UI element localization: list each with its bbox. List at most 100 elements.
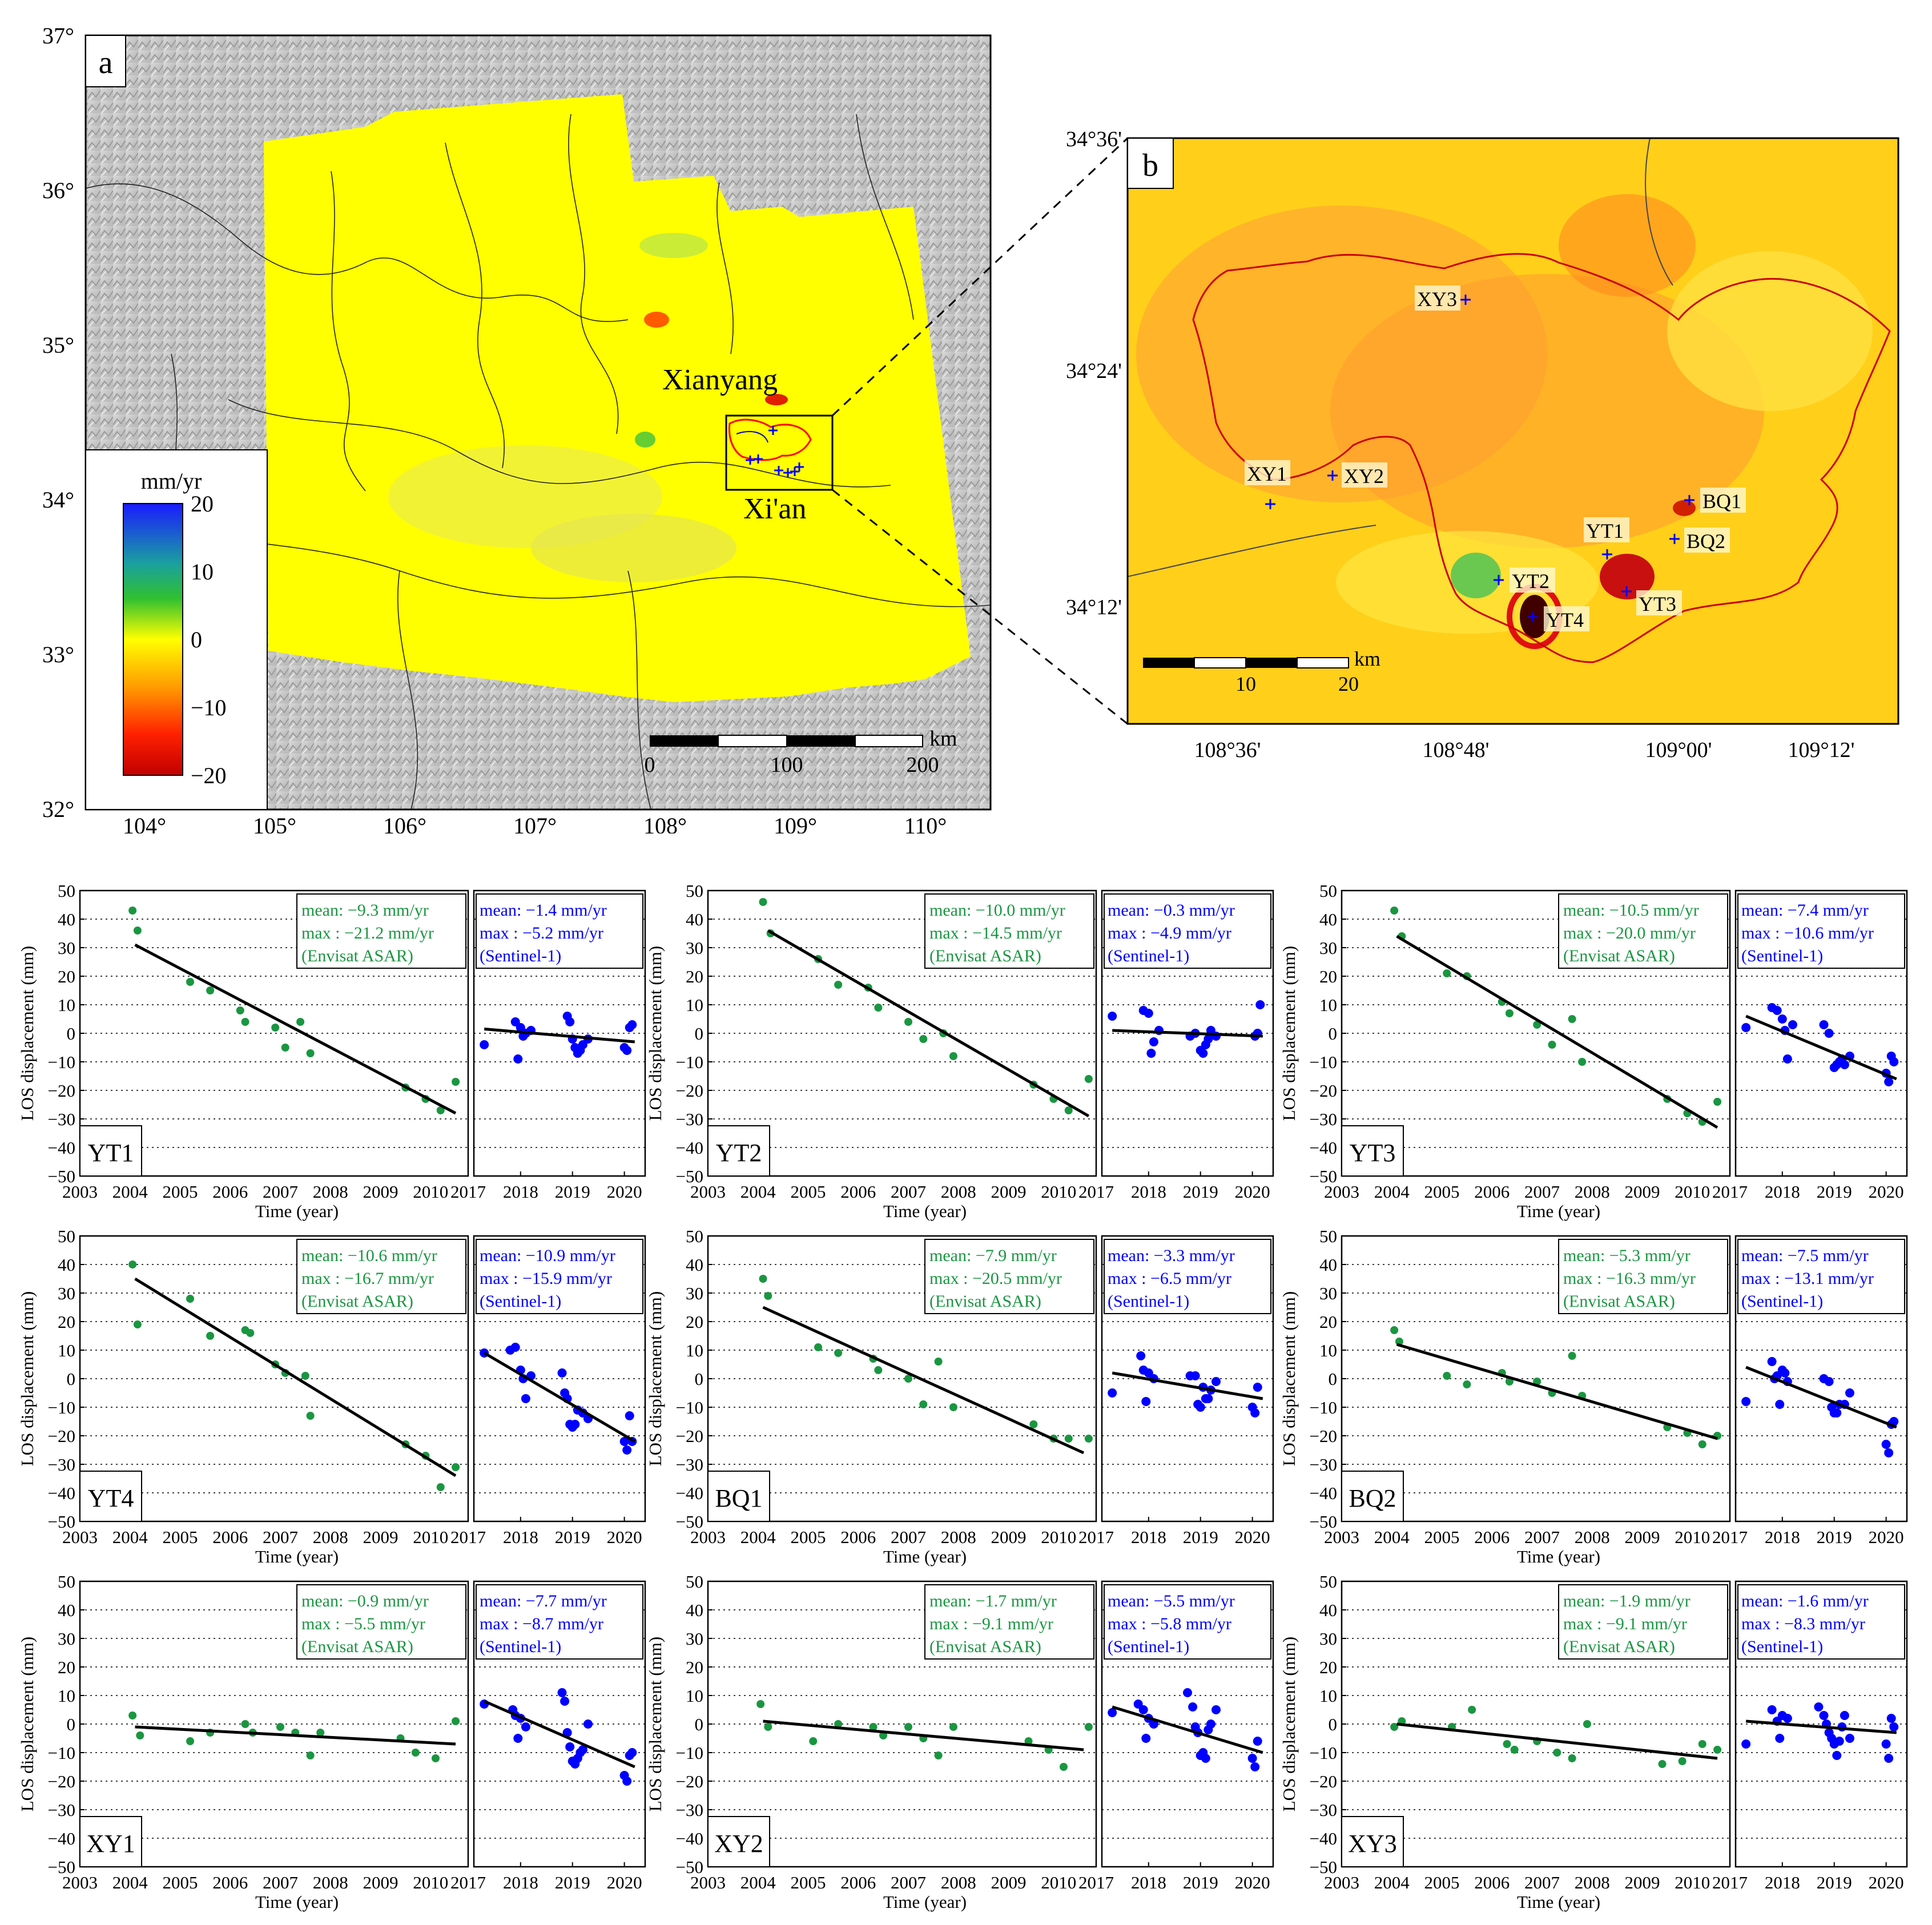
y-tick-label: −10 xyxy=(1310,1052,1337,1072)
envisat-trend-line xyxy=(1396,1343,1718,1440)
sentinel-data-point xyxy=(1834,1737,1844,1746)
x-tick-label: 2019 xyxy=(555,1872,590,1892)
point-id-label: BQ2 xyxy=(1349,1484,1396,1512)
study-area-box xyxy=(725,414,834,491)
x-tick-label: 2004 xyxy=(1374,1527,1410,1547)
envisat-max: max : −16.3 mm/yr xyxy=(1563,1269,1696,1288)
y-tick-label: −10 xyxy=(676,1743,703,1763)
x-tick-label: 2018 xyxy=(1765,1872,1800,1892)
x-tick-label: 2007 xyxy=(263,1527,298,1547)
y-tick-label: −20 xyxy=(676,1081,703,1101)
y-tick-label: −50 xyxy=(1310,1512,1337,1532)
uplift-spot xyxy=(1451,553,1501,598)
y-tick-label: 0 xyxy=(67,1714,76,1734)
envisat-data-point xyxy=(206,1332,215,1340)
x-tick-label: 2018 xyxy=(1131,1182,1166,1202)
sentinel-data-point xyxy=(1832,1408,1842,1417)
envisat-sensor: (Envisat ASAR) xyxy=(1563,1637,1675,1656)
subsidence-spot xyxy=(644,312,669,328)
zoom-connector xyxy=(831,137,1129,725)
xian-outline xyxy=(728,418,812,461)
envisat-data-point xyxy=(904,1723,912,1731)
x-tick-label: 2007 xyxy=(263,1872,298,1892)
envisat-data-point xyxy=(1713,1746,1722,1754)
y-axis-label: LOS displacement (mm) xyxy=(645,1637,665,1812)
texture-region xyxy=(531,514,736,582)
envisat-data-point xyxy=(834,981,843,989)
envisat-sensor: (Envisat ASAR) xyxy=(301,947,413,965)
envisat-data-point xyxy=(1468,1706,1476,1714)
x-tick-label: 2020 xyxy=(1869,1527,1904,1547)
sentinel-data-point xyxy=(557,1688,567,1697)
y-tick-label: −20 xyxy=(48,1081,75,1101)
y-axis-label: LOS displacement (mm) xyxy=(645,1291,665,1467)
x-tick-label: 2018 xyxy=(503,1527,538,1547)
sentinel-axes-frame xyxy=(473,1580,646,1868)
sentinel-data-point xyxy=(1767,1705,1777,1714)
overview-map-panel: Xianyang Xi'an a 37° 36° 35° 34° 33° 32°… xyxy=(42,23,992,833)
y-axis-label: LOS displacement (mm) xyxy=(1279,946,1299,1121)
colorbar-tick: 20 xyxy=(191,491,214,517)
sentinel-data-point xyxy=(1149,1719,1158,1729)
lat-tick: 33° xyxy=(42,642,74,667)
y-tick-label: −10 xyxy=(676,1398,703,1417)
sentinel-data-point xyxy=(1824,1377,1834,1386)
envisat-stats-box xyxy=(296,1239,466,1314)
envisat-mean: mean: −5.3 mm/yr xyxy=(1563,1246,1690,1265)
y-tick-label: 10 xyxy=(58,1686,75,1706)
sentinel-data-point xyxy=(1884,1448,1894,1457)
x-tick-label: 2010 xyxy=(413,1182,448,1202)
sentinel-data-point xyxy=(1211,1705,1221,1714)
colorbar-tick: −20 xyxy=(191,763,227,788)
lon-axis: 104° 105° 106° 107° 108° 109° 110° xyxy=(123,813,947,833)
sentinel-data-point xyxy=(625,1411,634,1420)
x-tick-label: 2010 xyxy=(1675,1182,1710,1202)
county-boundary xyxy=(1127,138,1673,577)
scalebar-label: 100 xyxy=(771,753,803,777)
y-tick-label: −50 xyxy=(676,1166,703,1186)
x-tick-label: 2003 xyxy=(1324,1182,1359,1202)
sentinel-max: max : −4.9 mm/yr xyxy=(1108,924,1231,943)
x-tick-label: 2020 xyxy=(1235,1182,1270,1202)
point-label: BQ1 xyxy=(1702,490,1741,513)
envisat-data-point xyxy=(128,1260,137,1268)
x-tick-label: 2019 xyxy=(1183,1872,1218,1892)
sentinel-data-point xyxy=(570,1420,580,1429)
envisat-data-point xyxy=(764,1723,772,1731)
y-tick-label: 10 xyxy=(1319,1686,1337,1706)
envisat-stats-box xyxy=(924,1584,1094,1660)
y-tick-label: 50 xyxy=(1319,1572,1337,1592)
envisat-data-point xyxy=(934,1751,943,1759)
sentinel-trend-line xyxy=(1112,1029,1263,1038)
y-tick-label: −50 xyxy=(48,1166,75,1186)
y-tick-label: −50 xyxy=(48,1857,75,1877)
y-tick-label: 40 xyxy=(58,909,75,929)
y-tick-label: 20 xyxy=(1319,1312,1337,1332)
sentinel-trend-line xyxy=(1745,1014,1897,1081)
x-tick-label: 2017 xyxy=(1078,1527,1114,1547)
sentinel-sensor: (Sentinel-1) xyxy=(480,947,561,965)
point-id-box xyxy=(707,1816,770,1867)
envisat-trend-line xyxy=(763,1719,1084,1751)
subsidence-spot xyxy=(1600,554,1655,599)
x-tick-label: 2007 xyxy=(1524,1182,1560,1202)
y-tick-label: 50 xyxy=(1319,1226,1337,1246)
x-tick-label: 2020 xyxy=(1235,1872,1270,1892)
x-tick-label: 2007 xyxy=(1524,1527,1560,1547)
envisat-stats-box xyxy=(1558,893,1728,969)
scalebar-a: 0 100 200 km xyxy=(645,727,957,777)
envisat-data-point xyxy=(1583,1720,1591,1728)
y-tick-label: −40 xyxy=(48,1829,75,1849)
sentinel-data-point xyxy=(1190,1371,1200,1380)
sentinel-data-point xyxy=(1138,1705,1148,1714)
y-tick-label: 20 xyxy=(686,1312,703,1332)
envisat-data-point xyxy=(276,1723,284,1731)
envisat-data-point xyxy=(1084,1075,1093,1083)
point-id-box xyxy=(1341,1125,1404,1177)
envisat-data-point xyxy=(316,1729,325,1737)
colorbar-tick: 10 xyxy=(191,559,214,585)
sentinel-max: max : −6.5 mm/yr xyxy=(1108,1269,1231,1288)
sentinel-data-point xyxy=(1108,1708,1117,1717)
